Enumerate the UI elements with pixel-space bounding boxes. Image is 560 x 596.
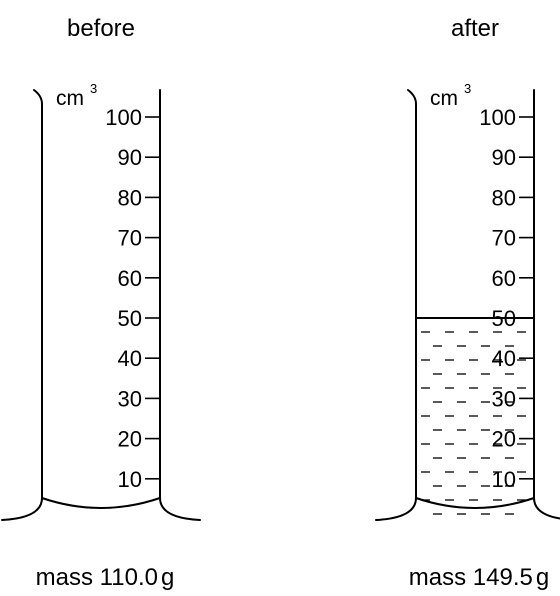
unit-label: cm [430,87,458,110]
mass-caption: mass 110.0 g [36,564,175,591]
liquid [416,317,534,515]
scale-label: 20 [118,427,142,452]
scale-label: 80 [118,185,142,210]
scale-label: 10 [492,467,516,492]
mass-caption: mass 149.5 g [409,564,549,591]
unit-label: cm [56,87,84,110]
cylinder-bottom [415,497,535,509]
cylinder-after: after cm 3 100 90 80 70 60 50 40 30 20 10 mass 149.5 g [375,15,560,591]
scale-label: 50 [492,306,516,331]
mass-value: mass 149.5 [409,564,533,591]
scale-label: 100 [479,105,516,130]
cylinder-outline [1,89,201,521]
scale-label: 60 [118,266,142,291]
scale-label: 90 [118,145,142,170]
unit-exponent: 3 [90,81,97,96]
scale-label: 20 [492,427,516,452]
mass-value: mass 110.0 [36,564,158,591]
scale-label: 30 [118,386,142,411]
cylinder-after-title: after [451,15,499,42]
scale-label: 50 [118,306,142,331]
scale-label: 10 [118,467,142,492]
mass-unit: g [536,564,549,591]
scale-label: 30 [492,386,516,411]
mass-unit: g [161,564,174,591]
cylinder-bottom [41,497,161,509]
cylinder-before: before cm 3 100 90 80 70 60 50 40 30 20 10 mass 110.0… [1,15,201,591]
unit-exponent: 3 [464,81,471,96]
scale-label: 100 [105,105,142,130]
scale-label: 90 [492,145,516,170]
scale-label: 40 [118,346,142,371]
scale-label: 80 [492,185,516,210]
cylinder-outline [375,89,560,521]
scale-label: 60 [492,266,516,291]
scale-label: 70 [492,226,516,251]
cylinder-before-title: before [67,15,135,42]
scale-label: 70 [118,226,142,251]
scale-label: 40 [492,346,516,371]
